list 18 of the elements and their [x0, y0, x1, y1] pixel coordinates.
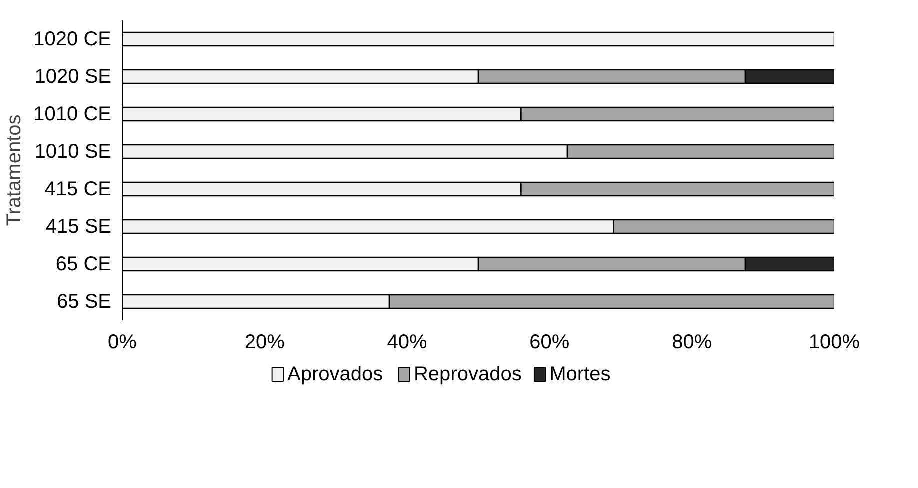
y-tick-label: 415 CE: [44, 178, 112, 200]
y-tick-label: 65 CE: [56, 253, 112, 276]
legend-label: Reprovados: [414, 364, 522, 386]
legend-label: Aprovados: [287, 364, 384, 386]
x-tick-label: 60%: [530, 332, 570, 354]
x-tick-label: 40%: [387, 332, 428, 354]
y-tick-label: 1020 CE: [34, 28, 112, 50]
y-tick-label: 415 SE: [46, 216, 112, 238]
x-tick-label: 20%: [244, 332, 286, 354]
y-tick-label: 1020 SE: [34, 66, 112, 88]
y-tick-label: 65 SE: [57, 290, 112, 313]
y-tick-label: 1010 CE: [34, 103, 112, 126]
y-axis-title: Tratamentos: [4, 114, 26, 226]
x-tick-label: 0%: [108, 332, 138, 354]
x-tick-label: 80%: [672, 332, 712, 354]
legend-label: Mortes: [550, 364, 611, 386]
y-tick-label: 1010 SE: [34, 140, 112, 163]
x-tick-label: 100%: [808, 332, 860, 354]
